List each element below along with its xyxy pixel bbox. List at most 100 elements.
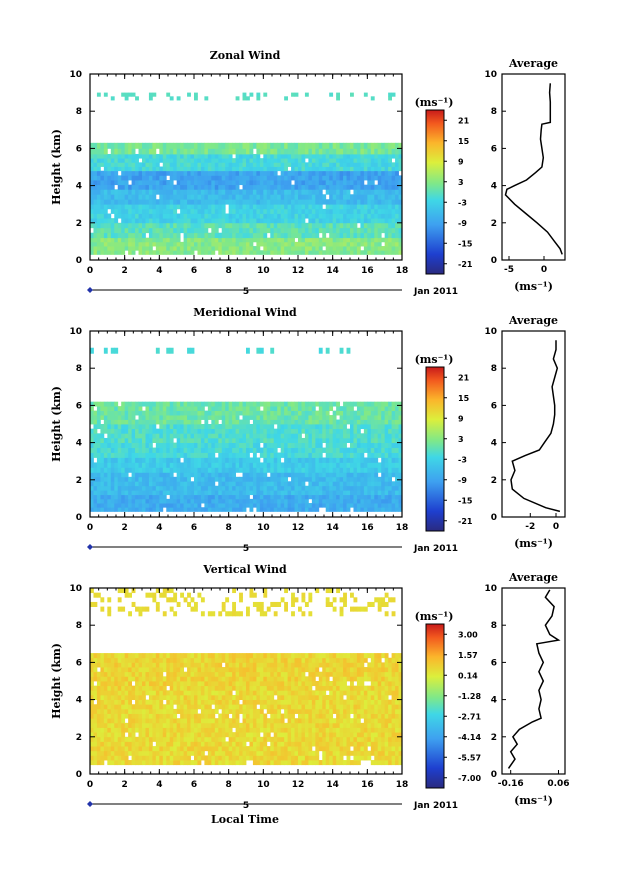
- heatmap-cell: [291, 498, 295, 504]
- heatmap-cell: [138, 180, 143, 186]
- heatmap-cell: [339, 490, 344, 496]
- heatmap-cell: [169, 199, 174, 205]
- heatmap-cell: [384, 457, 389, 463]
- heatmap-cell: [90, 746, 94, 752]
- heatmap-cell: [391, 442, 396, 448]
- heatmap-cell: [148, 760, 153, 766]
- heatmap-cell: [367, 166, 372, 172]
- heatmap-cell: [110, 419, 115, 425]
- heatmap-cell: [100, 175, 105, 181]
- heatmap-cell: [277, 148, 282, 155]
- heatmap-cell: [228, 485, 233, 491]
- heatmap-cell: [256, 494, 261, 500]
- heatmap-cell: [214, 184, 219, 190]
- heatmap-cell: [155, 498, 160, 504]
- heatmap-cell: [107, 415, 112, 420]
- heatmap-cell: [304, 204, 309, 210]
- heatmap-cell: [363, 485, 368, 491]
- y-tick-label: 0: [76, 513, 82, 523]
- heatmap-cell: [381, 153, 386, 159]
- heatmap-cell: [148, 227, 153, 234]
- heatmap-cell: [287, 498, 292, 504]
- heatmap-cell: [194, 184, 198, 190]
- heatmap-cell: [228, 472, 233, 478]
- heatmap-cell: [395, 237, 399, 243]
- heatmap-cell: [242, 462, 247, 468]
- heatmap-cell: [398, 428, 403, 434]
- heatmap-cell: [225, 241, 230, 247]
- heatmap-cell: [259, 170, 264, 176]
- heatmap-cell: [173, 222, 178, 229]
- heatmap-cell: [339, 232, 344, 239]
- heatmap-cell: [329, 472, 334, 478]
- heatmap-cell: [336, 204, 340, 210]
- heatmap-cell: [162, 415, 167, 420]
- heatmap-cell: [221, 189, 226, 195]
- heatmap-cell: [225, 227, 230, 234]
- heatmap-cell: [315, 746, 320, 752]
- heatmap-cell: [360, 241, 365, 247]
- heatmap-cell: [388, 184, 392, 190]
- heatmap-cell: [214, 462, 219, 468]
- heatmap-cell: [391, 250, 396, 255]
- heatmap-cell: [200, 241, 205, 247]
- heatmap-cell: [96, 437, 101, 443]
- heatmap-cell: [173, 741, 178, 747]
- heatmap-cell: [398, 750, 403, 756]
- heatmap-cell: [266, 166, 271, 172]
- heatmap-cell: [239, 166, 243, 172]
- heatmap-cell: [204, 142, 209, 149]
- heatmap-cell: [117, 415, 122, 420]
- heatmap-cell: [388, 452, 392, 458]
- heatmap-cell: [218, 424, 223, 430]
- heatmap-cell: [138, 401, 143, 407]
- heatmap-cell: [155, 218, 160, 224]
- heatmap-cell: [131, 241, 136, 247]
- heatmap-cell: [252, 437, 257, 443]
- heatmap-cell: [329, 250, 334, 255]
- heatmap-cell: [398, 227, 403, 234]
- heatmap-cell: [200, 218, 205, 224]
- heatmap-cell: [142, 208, 146, 214]
- heatmap-cell: [322, 447, 327, 453]
- heatmap-cell: [121, 237, 126, 243]
- heatmap-cell: [183, 184, 188, 190]
- heatmap-cell: [329, 213, 334, 219]
- heatmap-cell: [301, 437, 306, 443]
- heatmap-cell: [346, 148, 351, 155]
- heatmap-cell: [322, 462, 327, 468]
- heatmap-cell: [148, 741, 153, 747]
- heatmap-cell: [311, 755, 316, 761]
- heatmap-cell: [363, 184, 368, 190]
- heatmap-cell: [294, 507, 299, 512]
- heatmap-cell: [110, 467, 115, 473]
- heatmap-cell: [246, 415, 250, 420]
- heatmap-cell: [332, 162, 337, 167]
- heatmap-cell: [301, 213, 306, 219]
- heatmap-cell: [128, 419, 132, 425]
- heatmap-cell: [107, 227, 112, 234]
- heatmap-cell: [391, 433, 396, 439]
- heatmap-cell: [183, 166, 188, 172]
- heatmap-cell: [259, 428, 264, 434]
- heatmap-cell: [218, 428, 223, 434]
- heatmap-cell: [284, 199, 288, 205]
- heatmap-cell: [339, 755, 344, 761]
- heatmap-cell: [107, 503, 112, 508]
- heatmap-cell: [194, 218, 198, 224]
- heatmap-cell: [197, 194, 202, 200]
- heatmap-cell: [183, 462, 188, 468]
- heatmap-cell: [131, 142, 136, 149]
- heatmap-cell: [249, 498, 254, 504]
- heatmap-cell: [252, 166, 257, 172]
- heatmap-cell: [277, 476, 282, 482]
- heatmap-cell: [207, 237, 212, 243]
- heatmap-cell: [124, 415, 129, 420]
- heatmap-cell: [329, 148, 334, 155]
- heatmap-cell: [266, 204, 271, 210]
- heatmap-cell: [117, 180, 122, 186]
- heatmap-cell: [304, 498, 309, 504]
- heatmap-cell: [152, 241, 157, 247]
- heatmap-cell: [325, 213, 330, 219]
- heatmap-cell: [100, 246, 105, 251]
